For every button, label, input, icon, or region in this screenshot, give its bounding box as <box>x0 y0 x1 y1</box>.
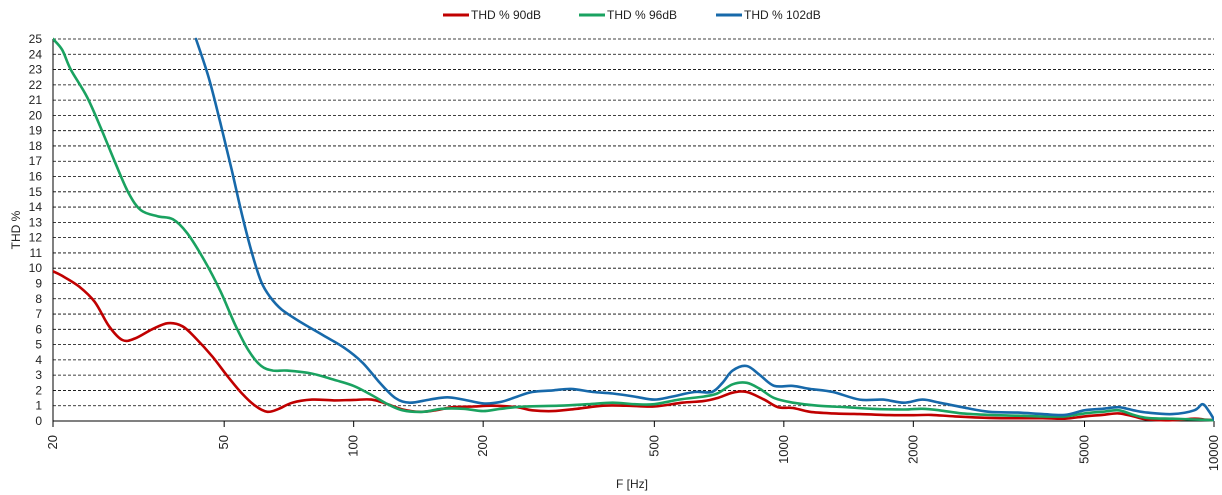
x-tick-label: 50 <box>216 435 231 449</box>
y-tick-label: 6 <box>35 322 42 336</box>
series-lines <box>53 37 1214 422</box>
series-line-1 <box>53 270 1214 422</box>
y-tick-label: 16 <box>29 170 43 184</box>
y-tick-label: 7 <box>35 307 42 321</box>
y-tick-label: 15 <box>29 185 43 199</box>
x-tick-label: 1000 <box>776 435 791 464</box>
y-tick-label: 2 <box>35 383 42 397</box>
legend-label-3: THD % 102dB <box>744 8 821 22</box>
y-tick-label: 21 <box>29 93 43 107</box>
x-tick-label: 100 <box>346 435 361 457</box>
x-tick-label: 200 <box>475 435 490 457</box>
x-tick-label: 10000 <box>1206 435 1221 471</box>
legend-label-2: THD % 96dB <box>607 8 677 22</box>
y-tick-label: 5 <box>35 338 42 352</box>
y-tick-label: 22 <box>29 78 43 92</box>
y-tick-label: 0 <box>35 414 42 428</box>
y-axis-title: THD % <box>9 210 23 249</box>
y-tick-label: 11 <box>30 246 43 260</box>
y-tick-labels: 0123456789101112131415161718192021222324… <box>29 32 43 428</box>
y-tick-label: 20 <box>29 108 43 122</box>
series-line-3 <box>194 37 1214 421</box>
x-tick-label: 5000 <box>1077 435 1092 464</box>
legend: THD % 90dB THD % 96dB THD % 102dB <box>443 8 821 22</box>
series-line-2 <box>53 37 1214 422</box>
y-tick-label: 9 <box>35 276 42 290</box>
y-tick-label: 14 <box>29 200 43 214</box>
y-tick-label: 18 <box>29 139 43 153</box>
grid-lines <box>52 38 1215 427</box>
y-tick-label: 13 <box>29 215 43 229</box>
y-tick-label: 17 <box>29 154 43 168</box>
legend-label-1: THD % 90dB <box>471 8 541 22</box>
y-tick-label: 10 <box>29 261 43 275</box>
y-tick-label: 23 <box>29 63 43 77</box>
y-tick-label: 1 <box>35 399 42 413</box>
y-tick-label: 19 <box>29 124 43 138</box>
y-tick-label: 3 <box>35 368 42 382</box>
x-tick-label: 20 <box>45 435 60 449</box>
x-tick-label: 500 <box>646 435 661 457</box>
y-tick-label: 25 <box>29 32 43 46</box>
x-tick-label: 2000 <box>905 435 920 464</box>
y-tick-label: 24 <box>29 47 43 61</box>
x-tick-labels: 20 50 100 200 500 1000 2000 5000 10000 <box>45 435 1221 471</box>
y-tick-label: 4 <box>35 353 42 367</box>
y-tick-label: 12 <box>29 231 43 245</box>
y-tick-label: 8 <box>35 292 42 306</box>
x-axis-title: F [Hz] <box>616 477 648 491</box>
